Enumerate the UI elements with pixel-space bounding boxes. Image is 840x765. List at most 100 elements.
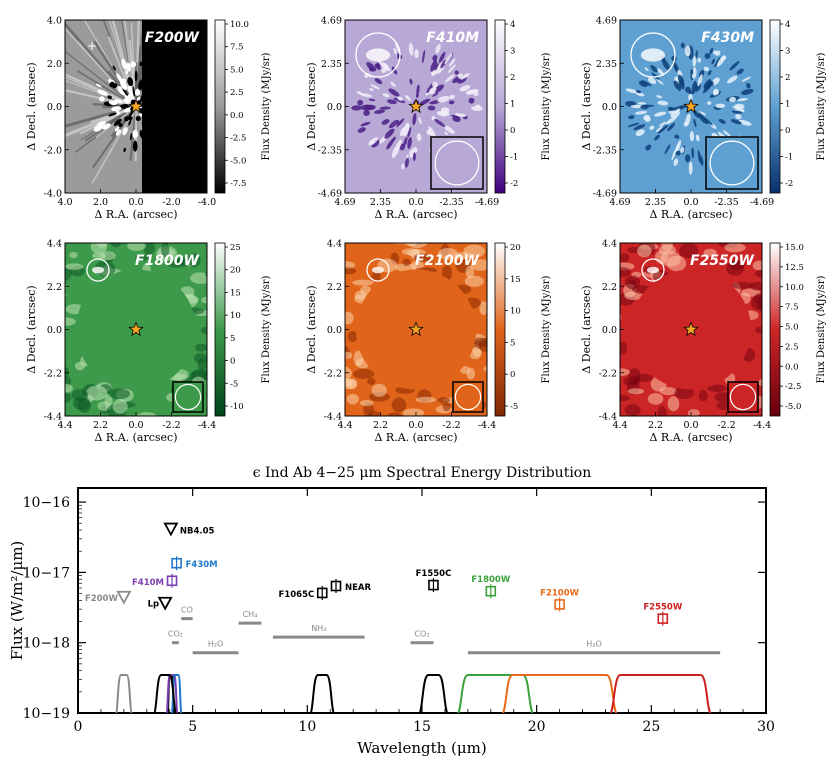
background-structure bbox=[372, 384, 387, 397]
x-tick-label: 2.0 bbox=[93, 197, 108, 208]
x-axis-label: Δ R.A. (arcsec) bbox=[374, 208, 457, 221]
x-tick-label: 20 bbox=[528, 719, 546, 735]
colorbar-tick-label: 10.0 bbox=[785, 283, 804, 293]
x-tick-label: 2.2 bbox=[93, 420, 108, 431]
colorbar-tick-label: 10 bbox=[510, 307, 521, 317]
background-structure bbox=[393, 422, 406, 428]
colorbar-tick-label: 3 bbox=[785, 47, 790, 57]
colorbar bbox=[770, 243, 780, 416]
colorbar-tick-label: -5 bbox=[510, 402, 518, 412]
filter-label: F1800W bbox=[135, 253, 200, 269]
molecule-label: CO₂ bbox=[168, 630, 183, 639]
background-structure bbox=[592, 296, 608, 311]
x-tick-label: -4.4 bbox=[198, 420, 216, 431]
companion-source bbox=[641, 48, 665, 61]
colorbar-tick-label: 1 bbox=[785, 100, 790, 110]
background-structure bbox=[392, 398, 406, 413]
chart-title: ϵ Ind Ab 4−25 μm Spectral Energy Distrib… bbox=[253, 465, 592, 481]
x-tick-label: -2.2 bbox=[442, 420, 460, 431]
point-label: Lp bbox=[148, 600, 160, 610]
colorbar-tick-label: 0 bbox=[230, 357, 235, 367]
colorbar-tick-label: 5 bbox=[230, 334, 235, 344]
data-point-f2550w: F2550W bbox=[643, 603, 682, 626]
data-point-near: NEAR bbox=[332, 579, 372, 593]
background-structure bbox=[352, 280, 373, 286]
y-tick-label: -4.69 bbox=[593, 189, 617, 200]
background-structure bbox=[46, 293, 60, 305]
background-structure bbox=[55, 384, 73, 394]
x-tick-label: 0.0 bbox=[683, 420, 698, 431]
y-tick-label: 2.0 bbox=[47, 59, 62, 70]
background-structure bbox=[158, 229, 167, 239]
x-tick-label: 0.0 bbox=[128, 420, 143, 431]
colorbar-tick-label: 5 bbox=[510, 338, 515, 348]
upper-limit-marker bbox=[118, 592, 130, 603]
molecule-label: CO bbox=[181, 606, 193, 615]
point-label: F410M bbox=[132, 578, 164, 588]
point-label: NEAR bbox=[345, 583, 371, 593]
background-structure bbox=[113, 418, 130, 426]
background-structure bbox=[699, 390, 708, 401]
background-structure bbox=[48, 351, 65, 367]
data-point-f1065c: F1065C bbox=[279, 586, 327, 600]
molecule-label: H₂O bbox=[586, 640, 602, 649]
x-tick-label: 2.35 bbox=[645, 197, 666, 208]
x-tick-label: 2.2 bbox=[373, 420, 388, 431]
point-label: F430M bbox=[186, 560, 218, 570]
background-structure bbox=[625, 275, 640, 289]
y-tick-label: 2.2 bbox=[47, 282, 62, 293]
x-axis-label: Δ R.A. (arcsec) bbox=[649, 431, 732, 444]
point-label: F1550C bbox=[416, 569, 452, 579]
x-tick-label: 0.0 bbox=[408, 420, 423, 431]
colorbar bbox=[495, 243, 505, 416]
background-structure bbox=[42, 308, 52, 317]
x-axis-label: Wavelength (μm) bbox=[357, 739, 486, 757]
background-structure bbox=[110, 232, 122, 248]
background-structure bbox=[758, 298, 772, 307]
background-structure bbox=[407, 235, 428, 248]
companion-source bbox=[366, 48, 390, 61]
sed-chart: ϵ Ind Ab 4−25 μm Spectral Energy Distrib… bbox=[8, 465, 775, 757]
colorbar-tick-label: 10 bbox=[230, 311, 241, 321]
colorbar-label: Flux Density (MJy/sr) bbox=[816, 52, 827, 160]
background-structure bbox=[648, 393, 664, 405]
point-label: F2550W bbox=[643, 603, 682, 613]
background-structure bbox=[753, 261, 766, 271]
colorbar-tick-label: 0 bbox=[510, 126, 515, 136]
background-structure bbox=[483, 366, 493, 372]
background-structure bbox=[100, 251, 116, 260]
background-structure bbox=[659, 387, 676, 395]
y-tick-label: 4.4 bbox=[602, 239, 617, 250]
y-tick-label: 2.2 bbox=[602, 282, 617, 293]
background-structure bbox=[668, 416, 685, 430]
background-structure bbox=[200, 327, 214, 334]
x-tick-label: 30 bbox=[757, 719, 775, 735]
y-tick-label: -2.2 bbox=[44, 368, 62, 379]
y-tick-label: 0.0 bbox=[602, 325, 617, 336]
colorbar-label: Flux Density (MJy/sr) bbox=[541, 52, 552, 160]
point-label: F1065C bbox=[279, 590, 315, 600]
colorbar-tick-label: -2.5 bbox=[785, 382, 801, 392]
speckle bbox=[475, 105, 481, 109]
inset-box bbox=[431, 137, 483, 189]
point-label: F2100W bbox=[540, 588, 579, 598]
background-structure bbox=[624, 404, 640, 415]
background-structure bbox=[319, 312, 339, 325]
y-tick-label: 2.2 bbox=[327, 282, 342, 293]
colorbar-tick-label: 20 bbox=[510, 243, 521, 253]
colorbar-tick-label: 12.5 bbox=[785, 263, 804, 273]
background-structure bbox=[330, 344, 341, 356]
colorbar-tick-label: 5.0 bbox=[230, 65, 244, 75]
background-structure bbox=[320, 340, 341, 354]
background-structure bbox=[657, 406, 666, 420]
x-tick-label: -2.35 bbox=[439, 197, 463, 208]
background-structure bbox=[190, 272, 211, 284]
y-tick-label: 10−16 bbox=[23, 495, 70, 511]
x-tick-label: 15 bbox=[413, 719, 431, 735]
background-structure bbox=[65, 263, 83, 270]
background-structure bbox=[628, 388, 644, 394]
reference-marker: + bbox=[87, 39, 97, 53]
colorbar-tick-label: 7.5 bbox=[785, 303, 799, 313]
